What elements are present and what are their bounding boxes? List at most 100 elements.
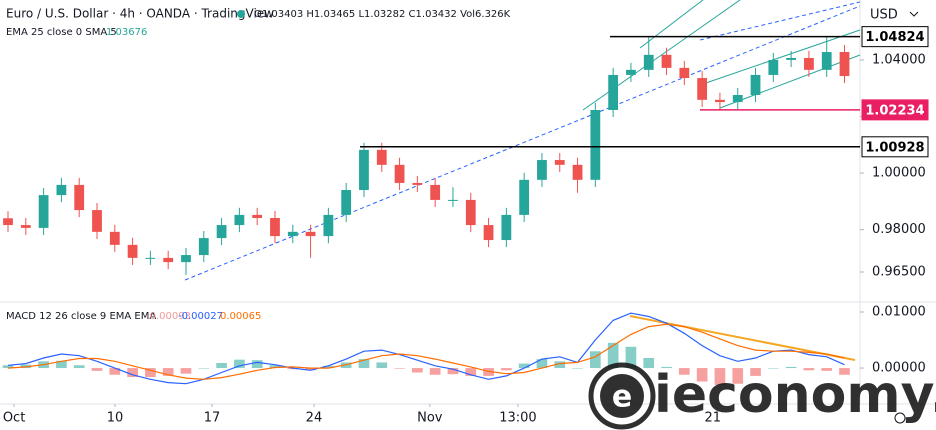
macd-legend: MACD 12 26 close 9 EMA EMA <box>6 311 156 322</box>
candle-body <box>359 149 369 191</box>
histogram-bar <box>234 359 245 369</box>
candle-body <box>56 184 67 196</box>
candle-body <box>839 52 850 77</box>
ema-legend: EMA 25 close 0 SMA 5 <box>6 27 117 38</box>
histogram-bar <box>91 368 103 371</box>
histogram-bar <box>73 365 85 369</box>
x-tick-label: Oct <box>3 411 25 426</box>
histogram-bar <box>590 351 601 369</box>
candle-body <box>270 218 280 237</box>
candle-body <box>590 109 601 180</box>
candle-body <box>715 99 725 103</box>
candle-body <box>181 255 191 263</box>
channel-line <box>699 29 861 86</box>
settings-icon[interactable] <box>894 412 906 424</box>
candle-body <box>679 67 690 79</box>
candle-body <box>412 182 423 185</box>
candle-body <box>768 59 779 75</box>
histogram-bar <box>839 368 850 375</box>
candle-body <box>305 231 316 237</box>
candle-body <box>554 160 565 165</box>
histogram-bar <box>412 368 423 373</box>
level-label: 1.00928 <box>865 140 924 155</box>
candle-body <box>216 225 227 239</box>
histogram-bar <box>145 368 156 378</box>
histogram-bar <box>323 365 334 369</box>
macd-line <box>7 312 845 385</box>
candle-body <box>750 74 761 96</box>
histogram-bar <box>358 359 370 369</box>
histogram-bar <box>180 368 192 374</box>
candle-body <box>234 214 245 226</box>
histogram-bar <box>109 368 121 375</box>
level-label: 1.04824 <box>865 30 924 45</box>
market-status <box>237 10 245 18</box>
level-label: 1.02234 <box>865 103 924 118</box>
candle-body <box>92 210 102 232</box>
histogram-bar <box>447 368 459 375</box>
macd-value: -0.00027 <box>178 311 223 322</box>
candle-body <box>394 164 405 183</box>
candle-body <box>287 231 298 237</box>
histogram-bar <box>162 368 174 376</box>
watermark-logo <box>588 362 656 430</box>
candle-body <box>20 225 31 228</box>
histogram-bar <box>429 368 441 375</box>
x-tick-label: 21 <box>705 411 722 426</box>
histogram-bar <box>394 368 405 369</box>
channel-line <box>639 0 704 49</box>
histogram-bar <box>376 362 388 369</box>
currency[interactable]: USD <box>870 8 898 23</box>
candle-body <box>38 195 49 228</box>
candle-body <box>198 238 209 256</box>
watermark-logo <box>600 374 644 418</box>
histogram-bar <box>2 365 14 369</box>
candle-body <box>608 74 619 110</box>
macd-value: -0.00093 <box>146 311 191 322</box>
watermark-logo-letter: e <box>612 380 632 415</box>
histogram-bar <box>501 368 512 371</box>
histogram-bar <box>305 368 316 371</box>
symbol-title: Euro / U.S. Dollar · 4h · OANDA · Tradin… <box>6 7 274 21</box>
candle-body <box>109 231 120 245</box>
level-label-box <box>861 99 929 121</box>
candle-body <box>519 179 530 215</box>
candle-body <box>376 149 387 165</box>
candle-body <box>252 214 263 219</box>
x-tick-label: 17 <box>204 411 221 426</box>
histogram-bar <box>785 366 797 369</box>
candle-body <box>341 190 352 215</box>
y-tick-label: 0.98000 <box>872 222 926 237</box>
candle-body <box>483 225 494 241</box>
histogram-bar <box>661 366 672 369</box>
ema-value: 1.03676 <box>106 27 147 38</box>
candle-body <box>697 78 708 100</box>
ohlc: O1.03403 H1.03465 L1.03282 C1.03432 Vol6… <box>254 9 511 20</box>
candle-body <box>786 57 797 60</box>
candle-body <box>323 214 334 237</box>
histogram-bar <box>269 365 281 369</box>
x-tick-label: 10 <box>107 411 124 426</box>
histogram-bar <box>625 346 637 369</box>
candle-body <box>821 52 832 70</box>
histogram-bar <box>127 368 138 378</box>
y-tick-label: 0.01000 <box>872 305 926 320</box>
histogram-bar <box>56 360 67 369</box>
candle-body <box>732 95 743 103</box>
candle-body <box>501 214 512 241</box>
y-tick-label: 1.00000 <box>872 166 926 181</box>
y-tick-label: 1.04000 <box>872 52 926 67</box>
histogram-bar <box>821 368 833 371</box>
histogram-bar <box>216 363 227 369</box>
currency-dropdown[interactable] <box>909 11 919 17</box>
candle-body <box>448 199 458 201</box>
level-label-box <box>861 26 929 48</box>
x-tick-label: 13:00 <box>499 411 536 426</box>
candle-body <box>3 218 13 226</box>
watermark-text: ieconomy.io <box>654 365 936 425</box>
x-tick-label: 24 <box>306 411 323 426</box>
candle-body <box>572 164 583 180</box>
histogram-bar <box>732 368 744 384</box>
